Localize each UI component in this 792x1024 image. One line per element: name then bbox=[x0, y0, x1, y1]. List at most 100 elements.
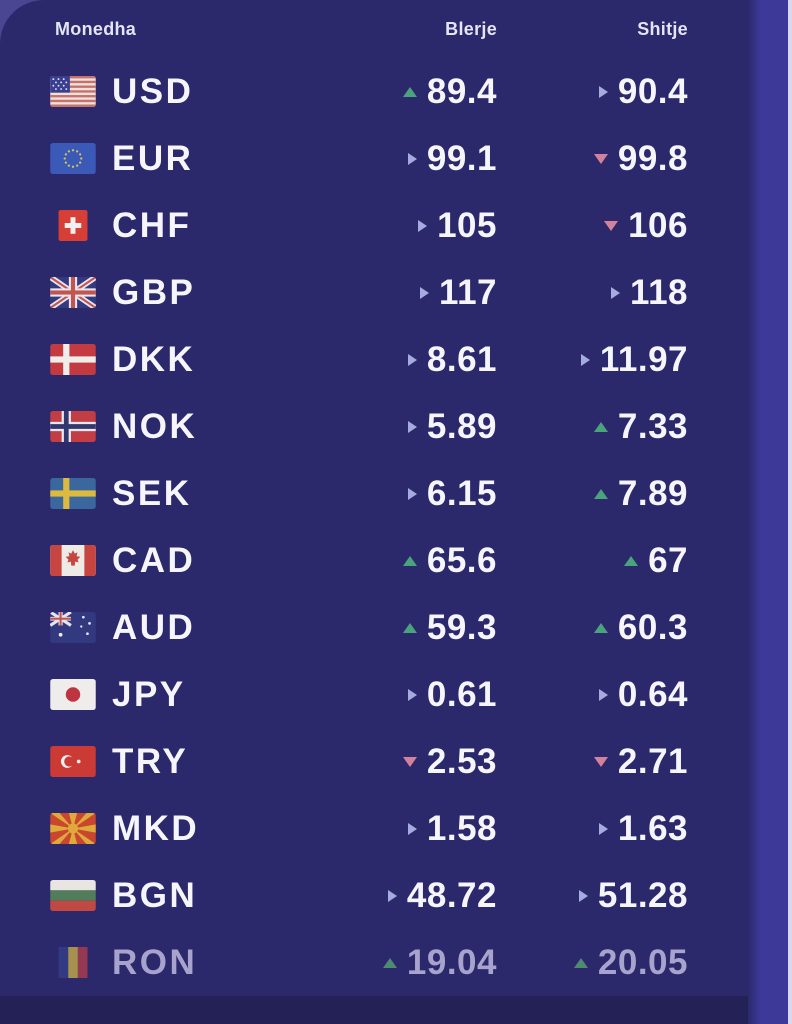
sell-value: 2.71 bbox=[617, 741, 688, 781]
trend-flat-icon bbox=[420, 286, 430, 299]
sell-cell: 118 bbox=[497, 273, 688, 313]
buy-cell: 89.4 bbox=[262, 72, 497, 112]
buy-cell: 117 bbox=[262, 273, 497, 313]
rates-list: USD 89.4 90.4 EUR 99.1 99.8 CHF 105 bbox=[50, 58, 688, 996]
trend-flat-icon bbox=[598, 85, 608, 98]
sell-value: 67 bbox=[648, 540, 688, 580]
flag-au-icon bbox=[50, 612, 96, 643]
sell-cell: 0.64 bbox=[497, 675, 688, 715]
buy-cell: 19.04 bbox=[262, 943, 497, 983]
header-currency: Monedha bbox=[55, 18, 137, 39]
rates-card: Monedha Blerje Shitje USD 89.4 90.4 EUR … bbox=[0, 0, 748, 996]
trend-flat-icon bbox=[407, 353, 417, 366]
trend-up-icon bbox=[593, 488, 608, 499]
currency-row-nok[interactable]: NOK 5.89 7.33 bbox=[50, 393, 688, 460]
buy-cell: 6.15 bbox=[262, 474, 497, 514]
sell-value: 51.28 bbox=[597, 875, 688, 915]
trend-flat-icon bbox=[407, 688, 417, 701]
sell-cell: 2.71 bbox=[497, 742, 688, 782]
buy-cell: 65.6 bbox=[262, 541, 497, 581]
sell-cell: 99.8 bbox=[497, 139, 688, 179]
trend-down-icon bbox=[604, 220, 619, 231]
buy-cell: 99.1 bbox=[262, 139, 497, 179]
currency-row-aud[interactable]: AUD 59.3 60.3 bbox=[50, 594, 688, 661]
header-buy: Blerje bbox=[445, 18, 497, 39]
flag-no-icon bbox=[50, 411, 96, 442]
sell-cell: 1.63 bbox=[497, 809, 688, 849]
trend-flat-icon bbox=[598, 688, 608, 701]
buy-value: 8.61 bbox=[426, 339, 497, 379]
flag-jp-icon bbox=[50, 679, 96, 710]
currency-row-jpy[interactable]: JPY 0.61 0.64 bbox=[50, 661, 688, 728]
currency-row-eur[interactable]: EUR 99.1 99.8 bbox=[50, 125, 688, 192]
sell-value: 99.8 bbox=[617, 138, 688, 178]
table-header: Monedha Blerje Shitje bbox=[50, 0, 688, 58]
sell-value: 118 bbox=[630, 272, 688, 312]
currency-row-ron[interactable]: RON 19.04 20.05 bbox=[50, 929, 688, 996]
currency-row-gbp[interactable]: GBP 117 118 bbox=[50, 259, 688, 326]
trend-up-icon bbox=[593, 622, 608, 633]
flag-gb-icon bbox=[50, 277, 96, 308]
trend-up-icon bbox=[402, 622, 417, 633]
header-sell: Shitje bbox=[637, 18, 688, 39]
buy-cell: 59.3 bbox=[262, 608, 497, 648]
buy-cell: 5.89 bbox=[262, 407, 497, 447]
flag-bg-icon bbox=[50, 880, 96, 911]
currency-code: CAD bbox=[112, 540, 196, 580]
flag-ro-icon bbox=[50, 947, 96, 978]
sell-cell: 90.4 bbox=[497, 72, 688, 112]
buy-cell: 8.61 bbox=[262, 340, 497, 380]
sell-value: 7.89 bbox=[617, 473, 688, 513]
sell-cell: 11.97 bbox=[497, 340, 688, 380]
currency-row-dkk[interactable]: DKK 8.61 11.97 bbox=[50, 326, 688, 393]
buy-value: 6.15 bbox=[426, 473, 497, 513]
flag-mk-icon bbox=[50, 813, 96, 844]
currency-row-sek[interactable]: SEK 6.15 7.89 bbox=[50, 460, 688, 527]
sell-value: 0.64 bbox=[617, 674, 688, 714]
side-sliver bbox=[788, 0, 792, 1024]
currency-code: BGN bbox=[112, 875, 198, 915]
trend-flat-icon bbox=[598, 822, 608, 835]
currency-code: RON bbox=[112, 942, 198, 982]
flag-dk-icon bbox=[50, 344, 96, 375]
currency-code: NOK bbox=[112, 406, 198, 446]
sell-cell: 60.3 bbox=[497, 608, 688, 648]
trend-up-icon bbox=[624, 555, 639, 566]
sell-cell: 51.28 bbox=[497, 876, 688, 916]
currency-row-cad[interactable]: CAD 65.6 67 bbox=[50, 527, 688, 594]
sell-cell: 7.33 bbox=[497, 407, 688, 447]
currency-code: EUR bbox=[112, 138, 194, 178]
trend-flat-icon bbox=[407, 420, 417, 433]
trend-up-icon bbox=[402, 555, 417, 566]
currency-code: USD bbox=[112, 71, 194, 111]
currency-code: AUD bbox=[112, 607, 196, 647]
trend-flat-icon bbox=[387, 889, 397, 902]
trend-flat-icon bbox=[407, 152, 417, 165]
currency-row-mkd[interactable]: MKD 1.58 1.63 bbox=[50, 795, 688, 862]
trend-flat-icon bbox=[578, 889, 588, 902]
currency-row-usd[interactable]: USD 89.4 90.4 bbox=[50, 58, 688, 125]
buy-value: 105 bbox=[437, 205, 497, 245]
currency-row-try[interactable]: TRY 2.53 2.71 bbox=[50, 728, 688, 795]
buy-value: 1.58 bbox=[426, 808, 497, 848]
trend-flat-icon bbox=[407, 822, 417, 835]
currency-row-bgn[interactable]: BGN 48.72 51.28 bbox=[50, 862, 688, 929]
trend-flat-icon bbox=[611, 286, 621, 299]
trend-flat-icon bbox=[407, 487, 417, 500]
currency-code: SEK bbox=[112, 473, 192, 513]
buy-value: 2.53 bbox=[426, 741, 497, 781]
trend-up-icon bbox=[573, 957, 588, 968]
currency-row-chf[interactable]: CHF 105 106 bbox=[50, 192, 688, 259]
currency-code: MKD bbox=[112, 808, 200, 848]
flag-ch-icon bbox=[50, 210, 96, 241]
currency-code: JPY bbox=[112, 674, 186, 714]
buy-value: 5.89 bbox=[426, 406, 497, 446]
buy-cell: 105 bbox=[262, 206, 497, 246]
buy-cell: 0.61 bbox=[262, 675, 497, 715]
trend-up-icon bbox=[402, 86, 417, 97]
currency-code: GBP bbox=[112, 272, 196, 312]
trend-down-icon bbox=[593, 153, 608, 164]
flag-ca-icon bbox=[50, 545, 96, 576]
sell-value: 11.97 bbox=[599, 339, 688, 379]
